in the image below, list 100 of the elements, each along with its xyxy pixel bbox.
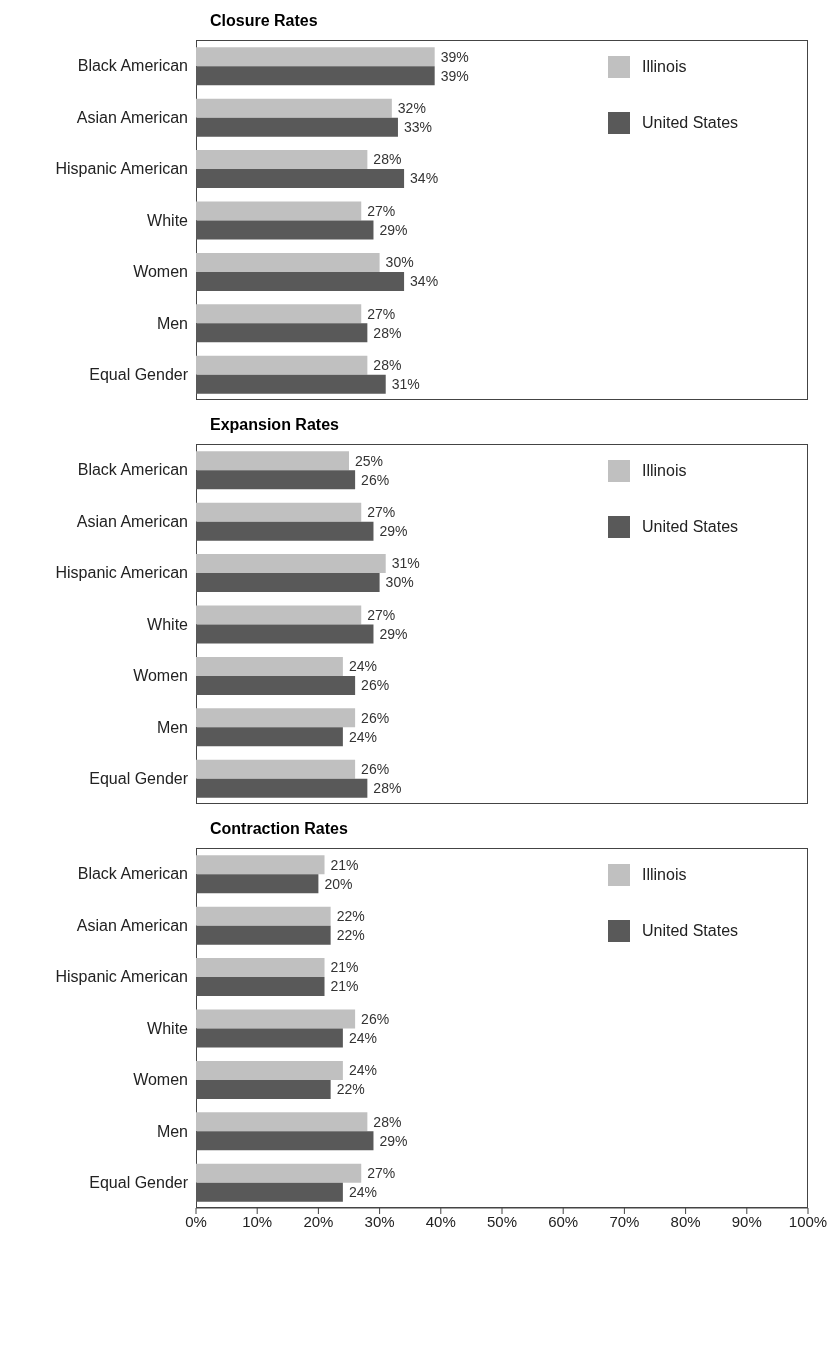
- legend-label: United States: [642, 922, 739, 940]
- data-label: 31%: [391, 555, 420, 572]
- data-label: 34%: [410, 170, 439, 187]
- bar: [196, 201, 362, 221]
- x-tick-label: 50%: [486, 1212, 518, 1230]
- bar: [196, 271, 405, 291]
- y-tick-label: Black American: [77, 461, 188, 479]
- bar: [196, 66, 435, 86]
- x-tick-label: 40%: [425, 1212, 456, 1230]
- data-label: 21%: [330, 978, 359, 995]
- data-label: 34%: [410, 273, 439, 290]
- y-tick-label: Women: [133, 263, 188, 281]
- bar: [196, 906, 331, 926]
- y-tick-label: Asian American: [76, 916, 188, 934]
- data-label: 22%: [336, 927, 365, 944]
- data-label: 21%: [330, 856, 359, 873]
- x-tick-label: 20%: [303, 1212, 334, 1230]
- y-tick-label: Black American: [77, 57, 188, 75]
- legend-label: Illinois: [642, 866, 687, 884]
- y-tick-label: Equal Gender: [89, 1173, 189, 1191]
- bar: [196, 1060, 343, 1080]
- data-label: 21%: [330, 959, 359, 976]
- bar: [196, 855, 325, 875]
- data-label: 24%: [348, 1062, 377, 1079]
- chart-title: Contraction Rates: [210, 820, 348, 838]
- bar: [196, 1009, 356, 1029]
- bar: [196, 117, 398, 137]
- data-label: 27%: [367, 202, 396, 219]
- bar: [196, 708, 356, 728]
- bar: [196, 727, 343, 747]
- y-tick-label: Men: [156, 314, 188, 332]
- bar: [196, 573, 380, 593]
- data-label: 22%: [336, 1081, 365, 1098]
- bar: [196, 624, 374, 644]
- data-label: 31%: [391, 376, 420, 393]
- y-tick-label: Men: [156, 718, 188, 736]
- x-tick-label: 10%: [242, 1212, 273, 1230]
- y-tick-label: Hispanic American: [55, 160, 188, 178]
- bar: [196, 1131, 374, 1151]
- data-label: 20%: [324, 875, 353, 892]
- data-label: 24%: [348, 658, 377, 675]
- data-label: 28%: [373, 357, 402, 374]
- y-tick-label: Black American: [77, 865, 188, 883]
- y-tick-label: Equal Gender: [89, 769, 189, 787]
- data-label: 27%: [367, 504, 396, 521]
- legend-label: United States: [642, 114, 739, 132]
- bar: [196, 252, 380, 272]
- y-tick-label: Men: [156, 1122, 188, 1140]
- x-tick-label: 30%: [364, 1212, 395, 1230]
- bar: [196, 675, 356, 695]
- bar: [196, 323, 368, 343]
- data-label: 29%: [379, 523, 408, 540]
- data-label: 30%: [385, 574, 414, 591]
- data-label: 24%: [348, 1029, 377, 1046]
- data-label: 28%: [373, 1113, 402, 1130]
- x-tick-label: 0%: [185, 1212, 207, 1230]
- y-tick-label: Asian American: [76, 108, 188, 126]
- x-tick-label: 60%: [548, 1212, 579, 1230]
- bar: [196, 169, 405, 189]
- bar: [196, 47, 435, 67]
- legend-label: Illinois: [642, 462, 687, 480]
- legend-label: United States: [642, 518, 739, 536]
- bar: [196, 470, 356, 490]
- data-label: 30%: [385, 254, 414, 271]
- bar: [196, 778, 368, 798]
- x-tick-label: 70%: [609, 1212, 640, 1230]
- data-label: 24%: [348, 728, 377, 745]
- bar: [196, 98, 392, 118]
- data-label: 26%: [361, 1010, 390, 1027]
- bar: [196, 1182, 343, 1202]
- data-label: 28%: [373, 151, 402, 168]
- x-tick-label: 90%: [731, 1212, 762, 1230]
- bar: [196, 958, 325, 978]
- chart-title: Closure Rates: [210, 12, 318, 30]
- data-label: 24%: [348, 1184, 377, 1201]
- data-label: 26%: [361, 761, 390, 778]
- data-label: 26%: [361, 677, 390, 694]
- data-label: 29%: [379, 221, 408, 238]
- data-label: 33%: [403, 119, 432, 136]
- bar: [196, 502, 362, 522]
- data-label: 27%: [367, 606, 396, 623]
- bar: [196, 977, 325, 997]
- x-tick-label: 100%: [788, 1212, 828, 1230]
- chart-title: Expansion Rates: [210, 416, 339, 434]
- data-label: 29%: [379, 625, 408, 642]
- data-label: 25%: [355, 452, 384, 469]
- legend-label: Illinois: [642, 58, 687, 76]
- data-label: 29%: [379, 1132, 408, 1149]
- data-label: 22%: [336, 908, 365, 925]
- bar: [196, 656, 343, 676]
- data-label: 26%: [361, 471, 390, 488]
- bar: [196, 1163, 362, 1183]
- data-label: 26%: [361, 709, 390, 726]
- bar: [196, 554, 386, 574]
- data-label: 39%: [440, 67, 469, 84]
- bar: [196, 150, 368, 170]
- data-label: 39%: [440, 48, 469, 65]
- data-label: 32%: [397, 100, 426, 117]
- y-tick-label: Equal Gender: [89, 365, 189, 383]
- bar: [196, 355, 368, 375]
